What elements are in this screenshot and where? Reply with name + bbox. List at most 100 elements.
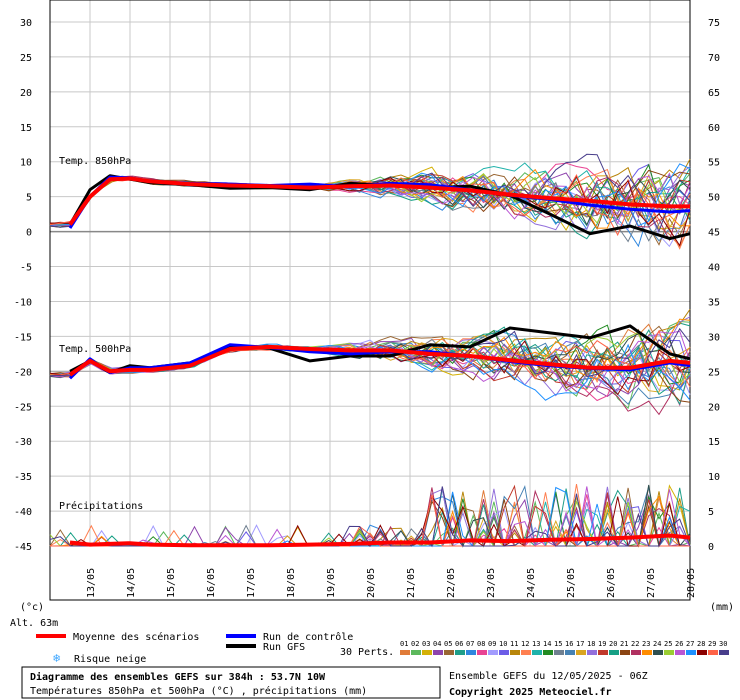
legend-control-label: Run de contrôle xyxy=(263,631,353,643)
copyright: Copyright 2025 Meteociel.fr xyxy=(449,686,612,698)
series-mean-t500 xyxy=(68,344,691,377)
left-tick-label: -40 xyxy=(14,507,32,518)
pert-legend-swatch xyxy=(521,650,531,655)
x-date-label: 23/05 xyxy=(486,568,497,598)
x-date-label: 20/05 xyxy=(366,568,377,598)
right-tick-label: 65 xyxy=(708,88,720,99)
pert-legend-label: 15 xyxy=(554,640,562,648)
pert-legend-swatch xyxy=(598,650,608,655)
right-tick-label: 35 xyxy=(708,297,720,308)
pert-legend-label: 02 xyxy=(411,640,419,648)
left-tick-label: -5 xyxy=(20,263,32,274)
pert-legend-swatch xyxy=(576,650,586,655)
pert-legend-label: 05 xyxy=(444,640,452,648)
right-tick-label: 50 xyxy=(708,193,720,204)
x-date-label: 25/05 xyxy=(566,568,577,598)
left-tick-label: 10 xyxy=(20,158,32,169)
left-tick-label: -20 xyxy=(14,367,32,378)
pert-legend-swatch xyxy=(532,650,542,655)
right-tick-label: 40 xyxy=(708,263,720,274)
chart-title: Diagramme des ensembles GEFS sur 384h : … xyxy=(30,671,326,683)
left-tick-label: 30 xyxy=(20,18,32,29)
right-tick-label: 60 xyxy=(708,123,720,134)
pert-legend-label: 30 xyxy=(719,640,727,648)
left-tick-label: -15 xyxy=(14,332,32,343)
pert-legend-swatch xyxy=(422,650,432,655)
pert-legend-swatch xyxy=(653,650,663,655)
plot-frame xyxy=(49,0,691,601)
x-date-label: 22/05 xyxy=(446,568,457,598)
x-date-label: 17/05 xyxy=(246,568,257,598)
pert-legend-label: 13 xyxy=(532,640,540,648)
pert-legend-label: 04 xyxy=(433,640,441,648)
pert-legend-label: 03 xyxy=(422,640,430,648)
pert-legend-swatch xyxy=(609,650,619,655)
pert-legend-swatch xyxy=(466,650,476,655)
pert-legend-label: 22 xyxy=(631,640,639,648)
left-tick-label: -35 xyxy=(14,472,32,483)
pert-legend-swatch xyxy=(400,650,410,655)
pert-legend-label: 18 xyxy=(587,640,595,648)
pert-legend-swatch xyxy=(565,650,575,655)
x-date-label: 19/05 xyxy=(326,568,337,598)
left-tick-label: -25 xyxy=(14,402,32,413)
title-box xyxy=(21,666,441,699)
pert-legend-label: 24 xyxy=(653,640,661,648)
x-date-label: 14/05 xyxy=(126,568,137,598)
pert-legend-label: 25 xyxy=(664,640,672,648)
run-info: Ensemble GEFS du 12/05/2025 - 06Z xyxy=(449,671,648,682)
right-tick-label: 30 xyxy=(708,332,720,343)
pert-legend-label: 16 xyxy=(565,640,573,648)
pert-legend-swatch xyxy=(543,650,553,655)
pert-legend-label: 27 xyxy=(686,640,694,648)
pert-legend-label: 08 xyxy=(477,640,485,648)
pert-legend-swatch xyxy=(664,650,674,655)
series-mean-precip xyxy=(69,533,691,548)
pert-legend-swatch xyxy=(719,650,729,655)
pert-legend-label: 29 xyxy=(708,640,716,648)
right-tick-label: 15 xyxy=(708,437,720,448)
series-mean-t850 xyxy=(68,176,690,226)
left-tick-label: 20 xyxy=(20,88,32,99)
pert-legend-swatch xyxy=(433,650,443,655)
left-tick-label: 5 xyxy=(26,193,32,204)
legend-gfs-label: Run GFS xyxy=(263,642,305,653)
pert-legend-swatch xyxy=(620,650,630,655)
pert-legend-swatch xyxy=(631,650,641,655)
pert-legend-swatch xyxy=(686,650,696,655)
altitude-label: Alt. 63m xyxy=(10,618,58,629)
pert-legend-swatch xyxy=(477,650,487,655)
legend-snow-label: Risque neige xyxy=(74,654,146,665)
pert-legend-label: 10 xyxy=(499,640,507,648)
main-series-lines xyxy=(68,174,691,548)
pert-legend-label: 12 xyxy=(521,640,529,648)
pert-legend-label: 06 xyxy=(455,640,463,648)
pert-legend-swatch xyxy=(444,650,454,655)
right-tick-label: 45 xyxy=(708,228,720,239)
series-gfs-t500 xyxy=(69,324,691,375)
pert-legend-swatch xyxy=(411,650,421,655)
x-axis-date-labels: 13/05 14/05 15/05 16/05 17/05 18/05 19/05 20/05… xyxy=(86,568,697,598)
right-tick-label: 5 xyxy=(708,507,714,518)
right-tick-label: 70 xyxy=(708,53,720,64)
pert-legend: 01 02 03 04 05 06 07 08 09 10 11 12 13 14 15 16 17 18 19 20… xyxy=(400,640,729,655)
x-date-label: 24/05 xyxy=(526,568,537,598)
pert-legend-swatch xyxy=(455,650,465,655)
pert-legend-label: 01 xyxy=(400,640,408,648)
pert-legend-label: 19 xyxy=(598,640,606,648)
right-tick-label: 25 xyxy=(708,367,720,378)
pert-legend-swatch xyxy=(554,650,564,655)
x-date-label: 13/05 xyxy=(86,568,97,598)
x-date-label: 27/05 xyxy=(646,568,657,598)
pert-legend-label: 23 xyxy=(642,640,650,648)
pert-legend-swatch xyxy=(708,650,718,655)
right-tick-label: 10 xyxy=(708,472,720,483)
pert-legend-swatch xyxy=(675,650,685,655)
pert-legend-swatch xyxy=(488,650,498,655)
pert-legend-label: 20 xyxy=(609,640,617,648)
x-date-label: 21/05 xyxy=(406,568,417,598)
label-temp-500: Temp. 500hPa xyxy=(59,344,131,355)
left-tick-label: 0 xyxy=(26,228,32,239)
legend-mean-label: Moyenne des scénarios xyxy=(73,631,199,643)
